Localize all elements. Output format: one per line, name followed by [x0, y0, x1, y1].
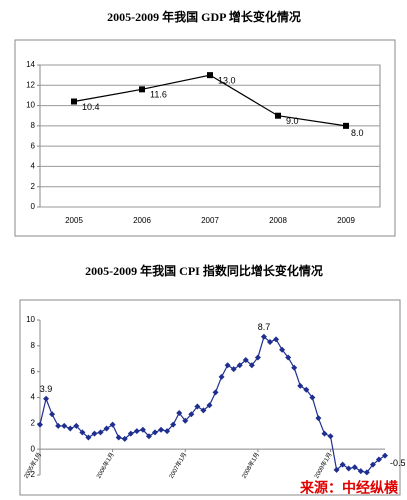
data-label: 13.0	[218, 76, 236, 86]
y-tick-label: -2	[28, 470, 36, 479]
point	[207, 72, 213, 79]
point	[115, 434, 122, 441]
chart-frame	[14, 39, 396, 237]
point	[363, 469, 370, 476]
point	[242, 357, 249, 364]
point	[127, 430, 134, 437]
point	[170, 421, 177, 428]
point	[343, 122, 349, 129]
point	[309, 394, 316, 401]
point	[109, 421, 116, 428]
point	[55, 422, 62, 429]
y-tick-label: 12	[26, 80, 35, 89]
point	[382, 452, 388, 459]
point	[73, 422, 80, 429]
point	[260, 333, 267, 340]
y-tick-label: 0	[31, 202, 36, 211]
y-tick-label: 6	[31, 141, 36, 150]
x-tick-label: 2006	[133, 216, 151, 225]
point	[375, 456, 382, 463]
point	[327, 433, 334, 440]
point	[85, 434, 92, 441]
point	[37, 421, 43, 428]
x-tick-label: 2007	[201, 216, 219, 225]
point	[212, 389, 219, 396]
point	[67, 425, 74, 432]
point	[369, 461, 376, 468]
point	[303, 386, 310, 393]
point	[188, 411, 195, 418]
point	[297, 382, 304, 389]
point	[79, 429, 86, 436]
point	[273, 336, 280, 343]
point	[333, 466, 340, 473]
point	[139, 426, 146, 433]
point	[224, 362, 231, 369]
point	[291, 364, 298, 371]
data-label: 11.6	[150, 90, 167, 100]
x-tick-label: 2008	[269, 216, 287, 225]
data-label: 10.4	[82, 102, 100, 112]
point	[176, 410, 183, 416]
point	[97, 429, 104, 436]
y-tick-label: 14	[26, 60, 35, 69]
y-tick-label: 4	[31, 162, 36, 171]
point	[315, 415, 322, 422]
point	[61, 422, 68, 429]
y-tick-label: 10	[26, 101, 35, 110]
chart-frame	[19, 299, 401, 496]
x-tick-label: 2009	[337, 216, 355, 225]
point	[133, 428, 140, 435]
y-tick-label: 8	[31, 341, 36, 350]
y-tick-label: 8	[31, 121, 36, 130]
point	[71, 98, 77, 105]
point	[279, 346, 286, 353]
point	[103, 425, 110, 432]
point	[357, 468, 364, 475]
data-label: 8.0	[351, 128, 364, 138]
chart-title: 2005-2009 年我国 CPI 指数同比增长变化情况	[85, 263, 323, 278]
point	[321, 430, 328, 437]
point	[91, 430, 98, 437]
point	[351, 464, 358, 471]
point	[49, 411, 56, 418]
point	[218, 373, 225, 380]
point	[248, 362, 255, 369]
data-label: 8.7	[258, 322, 271, 332]
y-tick-label: 2	[31, 182, 36, 191]
point	[139, 86, 145, 93]
x-tick-label: 2005	[65, 216, 83, 225]
chart-title: 2005-2009 年我国 GDP 增长变化情况	[107, 9, 301, 24]
point	[200, 407, 207, 414]
y-tick-label: 0	[31, 444, 36, 453]
point	[152, 429, 158, 436]
point	[121, 435, 128, 442]
line	[39, 335, 386, 474]
point	[158, 426, 165, 433]
point	[194, 403, 201, 410]
y-tick-label: 2	[31, 418, 36, 427]
point	[145, 433, 152, 440]
point	[43, 395, 50, 402]
point	[164, 428, 171, 435]
point	[267, 338, 273, 345]
data-label: -0.5	[390, 458, 406, 468]
y-tick-label: 4	[31, 393, 36, 402]
point	[230, 366, 237, 373]
data-label: 3.9	[40, 384, 53, 394]
point	[339, 461, 346, 468]
point	[182, 417, 189, 424]
source-note: 来源：中经纵横	[299, 480, 399, 496]
y-tick-label: 10	[26, 315, 35, 324]
y-tick-label: 6	[31, 367, 36, 376]
point	[285, 354, 292, 361]
point	[206, 402, 213, 409]
point	[345, 465, 352, 472]
data-label: 9.0	[286, 116, 299, 126]
point	[254, 354, 261, 361]
point	[275, 112, 281, 119]
point	[236, 362, 243, 369]
